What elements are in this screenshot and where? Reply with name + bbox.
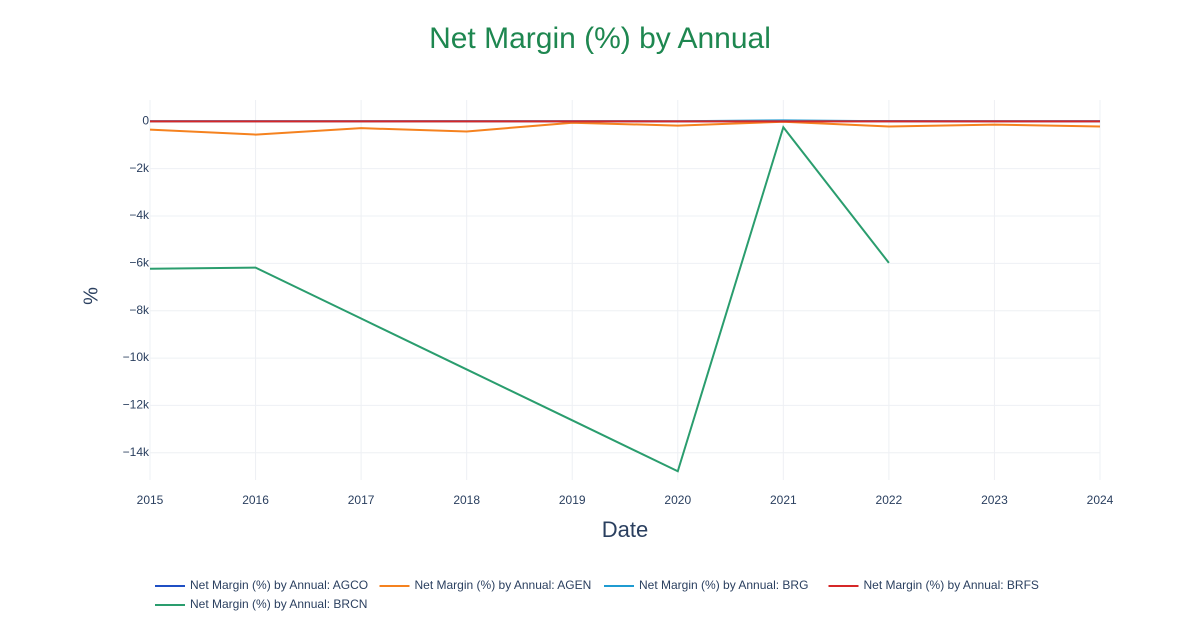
series-line [150,122,1100,135]
x-tick-label: 2019 [559,493,586,507]
y-tick-label: 0 [142,113,149,127]
x-tick-label: 2015 [137,493,164,507]
x-tick-label: 2020 [664,493,691,507]
x-tick-label: 2021 [770,493,797,507]
chart-title: Net Margin (%) by Annual [429,22,771,55]
legend-label: Net Margin (%) by Annual: AGEN [415,578,592,592]
x-tick-label: 2022 [876,493,903,507]
series-line [150,127,889,471]
legend-label: Net Margin (%) by Annual: AGCO [190,578,368,592]
y-tick-label: −6k [129,256,150,270]
legend-label: Net Margin (%) by Annual: BRG [639,578,808,592]
y-axis-label: % [80,287,102,305]
y-tick-label: −14k [123,445,150,459]
x-tick-label: 2016 [242,493,269,507]
x-tick-label: 2017 [348,493,375,507]
x-tick-label: 2018 [453,493,480,507]
y-tick-label: −10k [123,350,150,364]
x-tick-label: 2024 [1087,493,1114,507]
x-axis-label: Date [602,517,648,542]
x-tick-label: 2023 [981,493,1008,507]
y-tick-label: −12k [123,398,150,412]
legend-label: Net Margin (%) by Annual: BRFS [864,578,1039,592]
y-tick-label: −8k [129,303,150,317]
y-tick-label: −4k [129,208,150,222]
y-tick-label: −2k [129,161,150,175]
legend-label: Net Margin (%) by Annual: BRCN [190,597,367,611]
